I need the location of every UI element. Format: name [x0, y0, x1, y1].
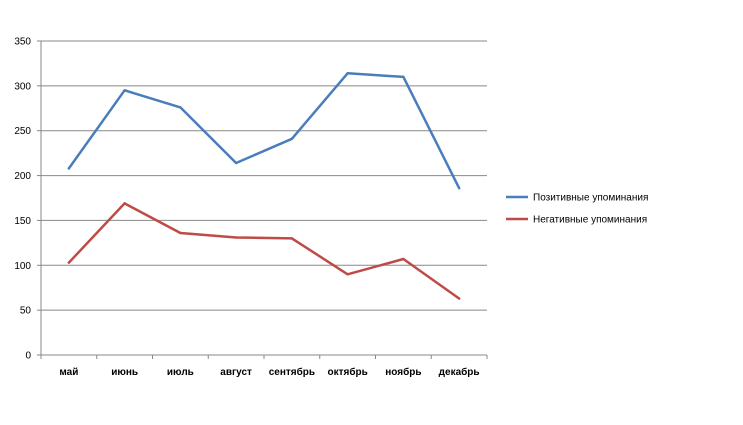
data-point [457, 186, 461, 190]
data-point [457, 297, 461, 300]
data-point [234, 161, 238, 165]
legend: Позитивные упоминания Негативные упоминан… [506, 193, 648, 226]
series-line-1 [67, 72, 461, 190]
data-point [67, 261, 71, 264]
y-tick-label: 100 [14, 261, 31, 272]
y-tick-label: 150 [14, 216, 31, 227]
legend-label: Позитивные упоминания [533, 193, 648, 204]
data-point [234, 236, 238, 239]
axes [40, 41, 487, 356]
data-point [123, 89, 126, 92]
x-tick-label: октябрь [327, 366, 367, 378]
x-tick-label: июнь [111, 367, 138, 378]
data-point [179, 106, 182, 109]
legend-label: Негативные упоминания [533, 215, 647, 226]
y-tick-label: 50 [20, 306, 32, 317]
data-point [123, 202, 126, 205]
x-tick-label: май [59, 367, 78, 378]
x-tick-label: июль [167, 367, 194, 378]
data-point [402, 75, 405, 79]
x-tick-labels: май июнь июль август сентябрь октябрь ноябрь де… [40, 355, 488, 378]
data-point [179, 231, 182, 235]
x-tick-label: сентябрь [269, 366, 315, 378]
y-tick-label: 200 [14, 171, 31, 182]
y-tick-labels: 0 50 100 150 200 250 300 350 [14, 37, 41, 362]
data-point [290, 137, 294, 140]
data-point [402, 257, 405, 261]
data-point [346, 72, 349, 75]
x-tick-label: декабрь [439, 366, 480, 378]
data-point [290, 237, 294, 240]
data-point [67, 167, 71, 170]
y-tick-label: 350 [14, 37, 31, 48]
grid-lines [41, 40, 487, 311]
x-tick-label: ноябрь [385, 366, 421, 378]
y-tick-label: 300 [14, 81, 31, 92]
data-point [346, 273, 349, 276]
y-tick-label: 0 [25, 351, 31, 362]
y-tick-label: 250 [14, 126, 31, 137]
series-line-2 [67, 202, 461, 300]
x-tick-label: август [220, 367, 252, 378]
series-lines [67, 72, 461, 300]
